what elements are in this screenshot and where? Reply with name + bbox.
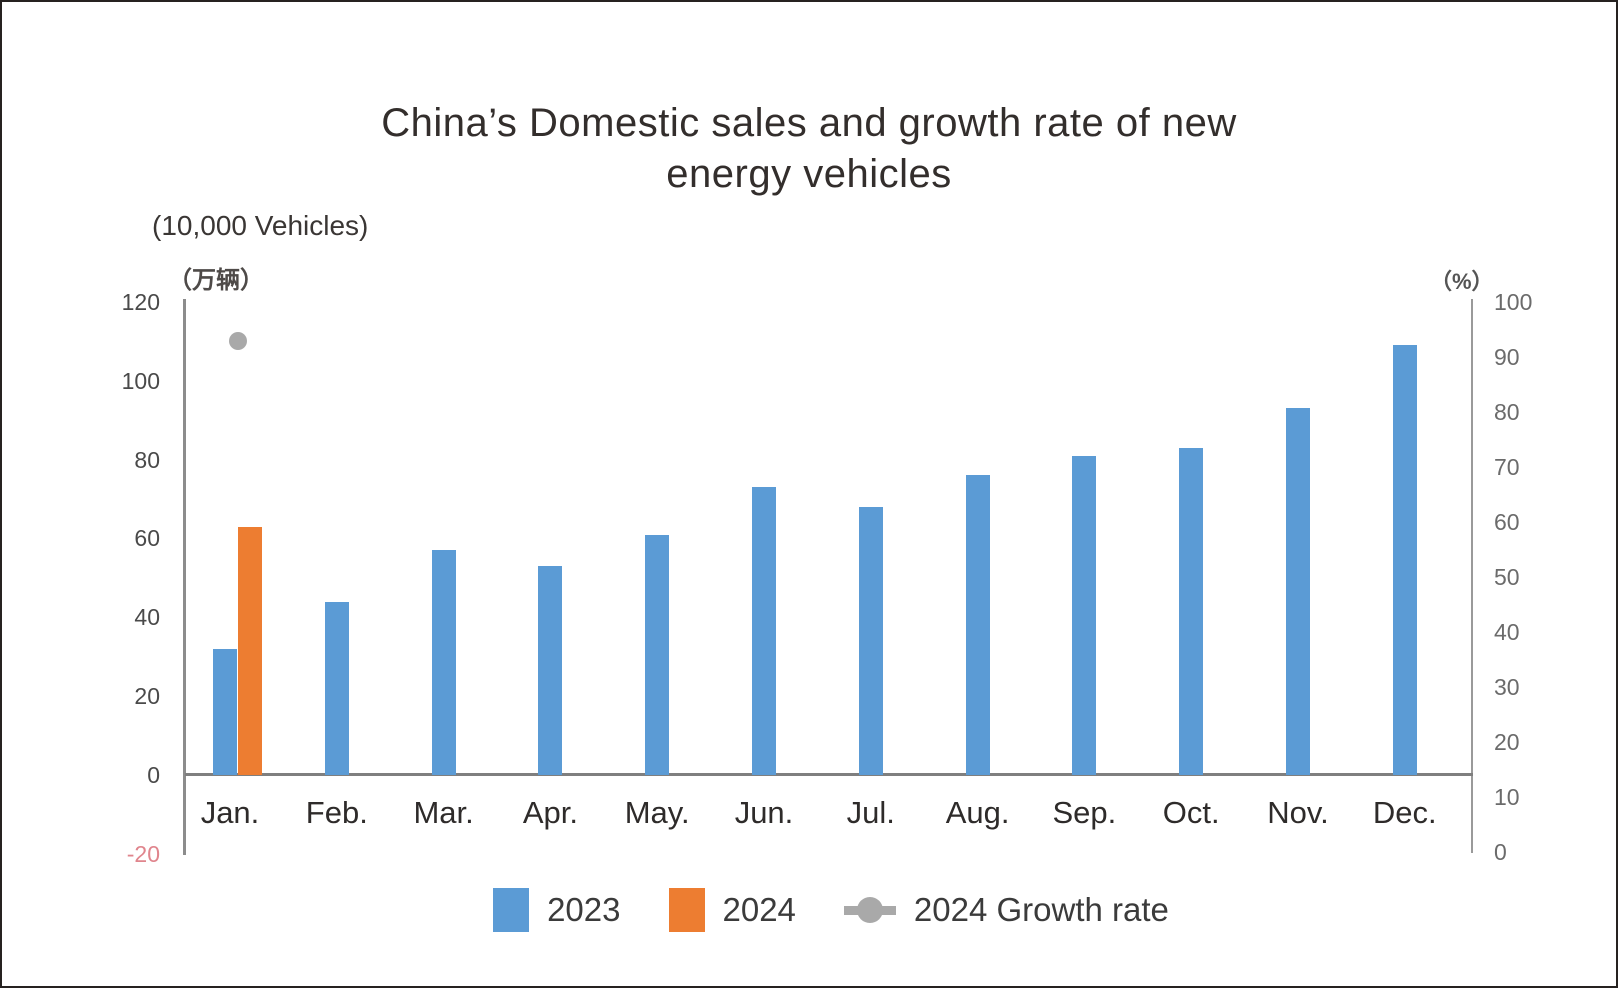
growth-rate-point-Jan — [229, 331, 247, 350]
x-axis-label-Jan: Jan. — [200, 795, 260, 830]
left-axis-tick-120: 120 — [121, 288, 160, 315]
bar-2023-Sep — [1072, 455, 1097, 775]
right-axis-tick-70: 70 — [1494, 454, 1520, 480]
legend-swatch-2024 — [668, 888, 705, 932]
left-axis-tick-60: 60 — [134, 525, 160, 552]
legend-marker-dot — [856, 897, 883, 923]
x-axis-label-Mar: Mar. — [413, 795, 474, 830]
legend-swatch-2023 — [493, 888, 530, 932]
x-axis-label-Dec: Dec. — [1372, 795, 1437, 830]
left-axis-tick-80: 80 — [134, 446, 160, 473]
x-axis-label-Oct: Oct. — [1162, 795, 1220, 830]
left-axis-unit-label-en: (10,000 Vehicles) — [152, 210, 369, 241]
left-axis-tick--20: -20 — [126, 840, 160, 867]
left-axis-tick-0: 0 — [147, 762, 160, 788]
right-axis-tick-30: 30 — [1494, 674, 1520, 700]
x-axis-label-Aug: Aug. — [945, 795, 1010, 830]
x-axis-label-Jul: Jul. — [846, 795, 895, 830]
x-axis-line — [185, 773, 1473, 776]
bar-2023-Aug — [965, 475, 990, 775]
x-axis-label-Jun: Jun. — [734, 795, 794, 830]
right-axis-tick-20: 20 — [1494, 729, 1520, 755]
bar-2023-Oct — [1179, 447, 1204, 775]
legend: 2023 2024 2024 Growth rate — [24, 888, 1616, 932]
bar-2023-Jan — [213, 648, 237, 775]
bar-2023-May — [645, 534, 670, 775]
legend-item-2023: 2023 — [493, 888, 621, 932]
chart-title: China’s Domestic sales and growth rate o… — [381, 101, 1237, 196]
legend-item-2024-growth-rate: 2024 Growth rate — [843, 891, 1169, 929]
bar-2023-Dec — [1392, 345, 1417, 775]
left-axis-line — [183, 299, 186, 855]
bar-2023-Feb — [324, 601, 349, 775]
right-axis-unit-label: （%） — [1430, 269, 1494, 294]
right-axis-tick-50: 50 — [1494, 564, 1520, 590]
right-axis-tick-90: 90 — [1494, 344, 1520, 370]
left-axis-unit-label-cn: （万辆） — [168, 267, 264, 294]
bar-2023-Jul — [858, 506, 883, 775]
right-axis-tick-80: 80 — [1494, 399, 1520, 425]
bar-2023-Jun — [752, 487, 776, 775]
bar-2023-Apr — [538, 566, 563, 775]
x-axis-label-May: May. — [624, 795, 690, 830]
left-axis-tick-20: 20 — [134, 683, 160, 710]
left-axis-tick-40: 40 — [134, 604, 160, 631]
x-axis-label-Sep: Sep. — [1052, 795, 1117, 830]
legend-item-2024: 2024 — [668, 888, 796, 932]
right-axis-tick-10: 10 — [1494, 784, 1520, 810]
legend-label-2024: 2024 — [722, 891, 796, 928]
right-axis-tick-0: 0 — [1494, 839, 1507, 865]
right-axis-line — [1471, 299, 1473, 853]
left-axis-tick-100: 100 — [121, 367, 160, 394]
x-axis-label-Nov: Nov. — [1267, 795, 1329, 830]
bar-2024-Jan — [238, 526, 262, 775]
bar-2023-Nov — [1286, 408, 1310, 775]
right-axis-tick-60: 60 — [1494, 509, 1520, 535]
legend-label-2024-growth-rate: 2024 Growth rate — [913, 891, 1169, 928]
x-axis-label-Feb: Feb. — [305, 795, 368, 830]
legend-line-dot-marker — [843, 896, 896, 924]
right-axis-tick-40: 40 — [1494, 619, 1520, 645]
legend-label-2023: 2023 — [547, 891, 621, 928]
bar-2023-Mar — [431, 550, 456, 775]
right-axis-tick-100: 100 — [1494, 289, 1533, 315]
x-axis-label-Apr: Apr. — [522, 795, 578, 830]
